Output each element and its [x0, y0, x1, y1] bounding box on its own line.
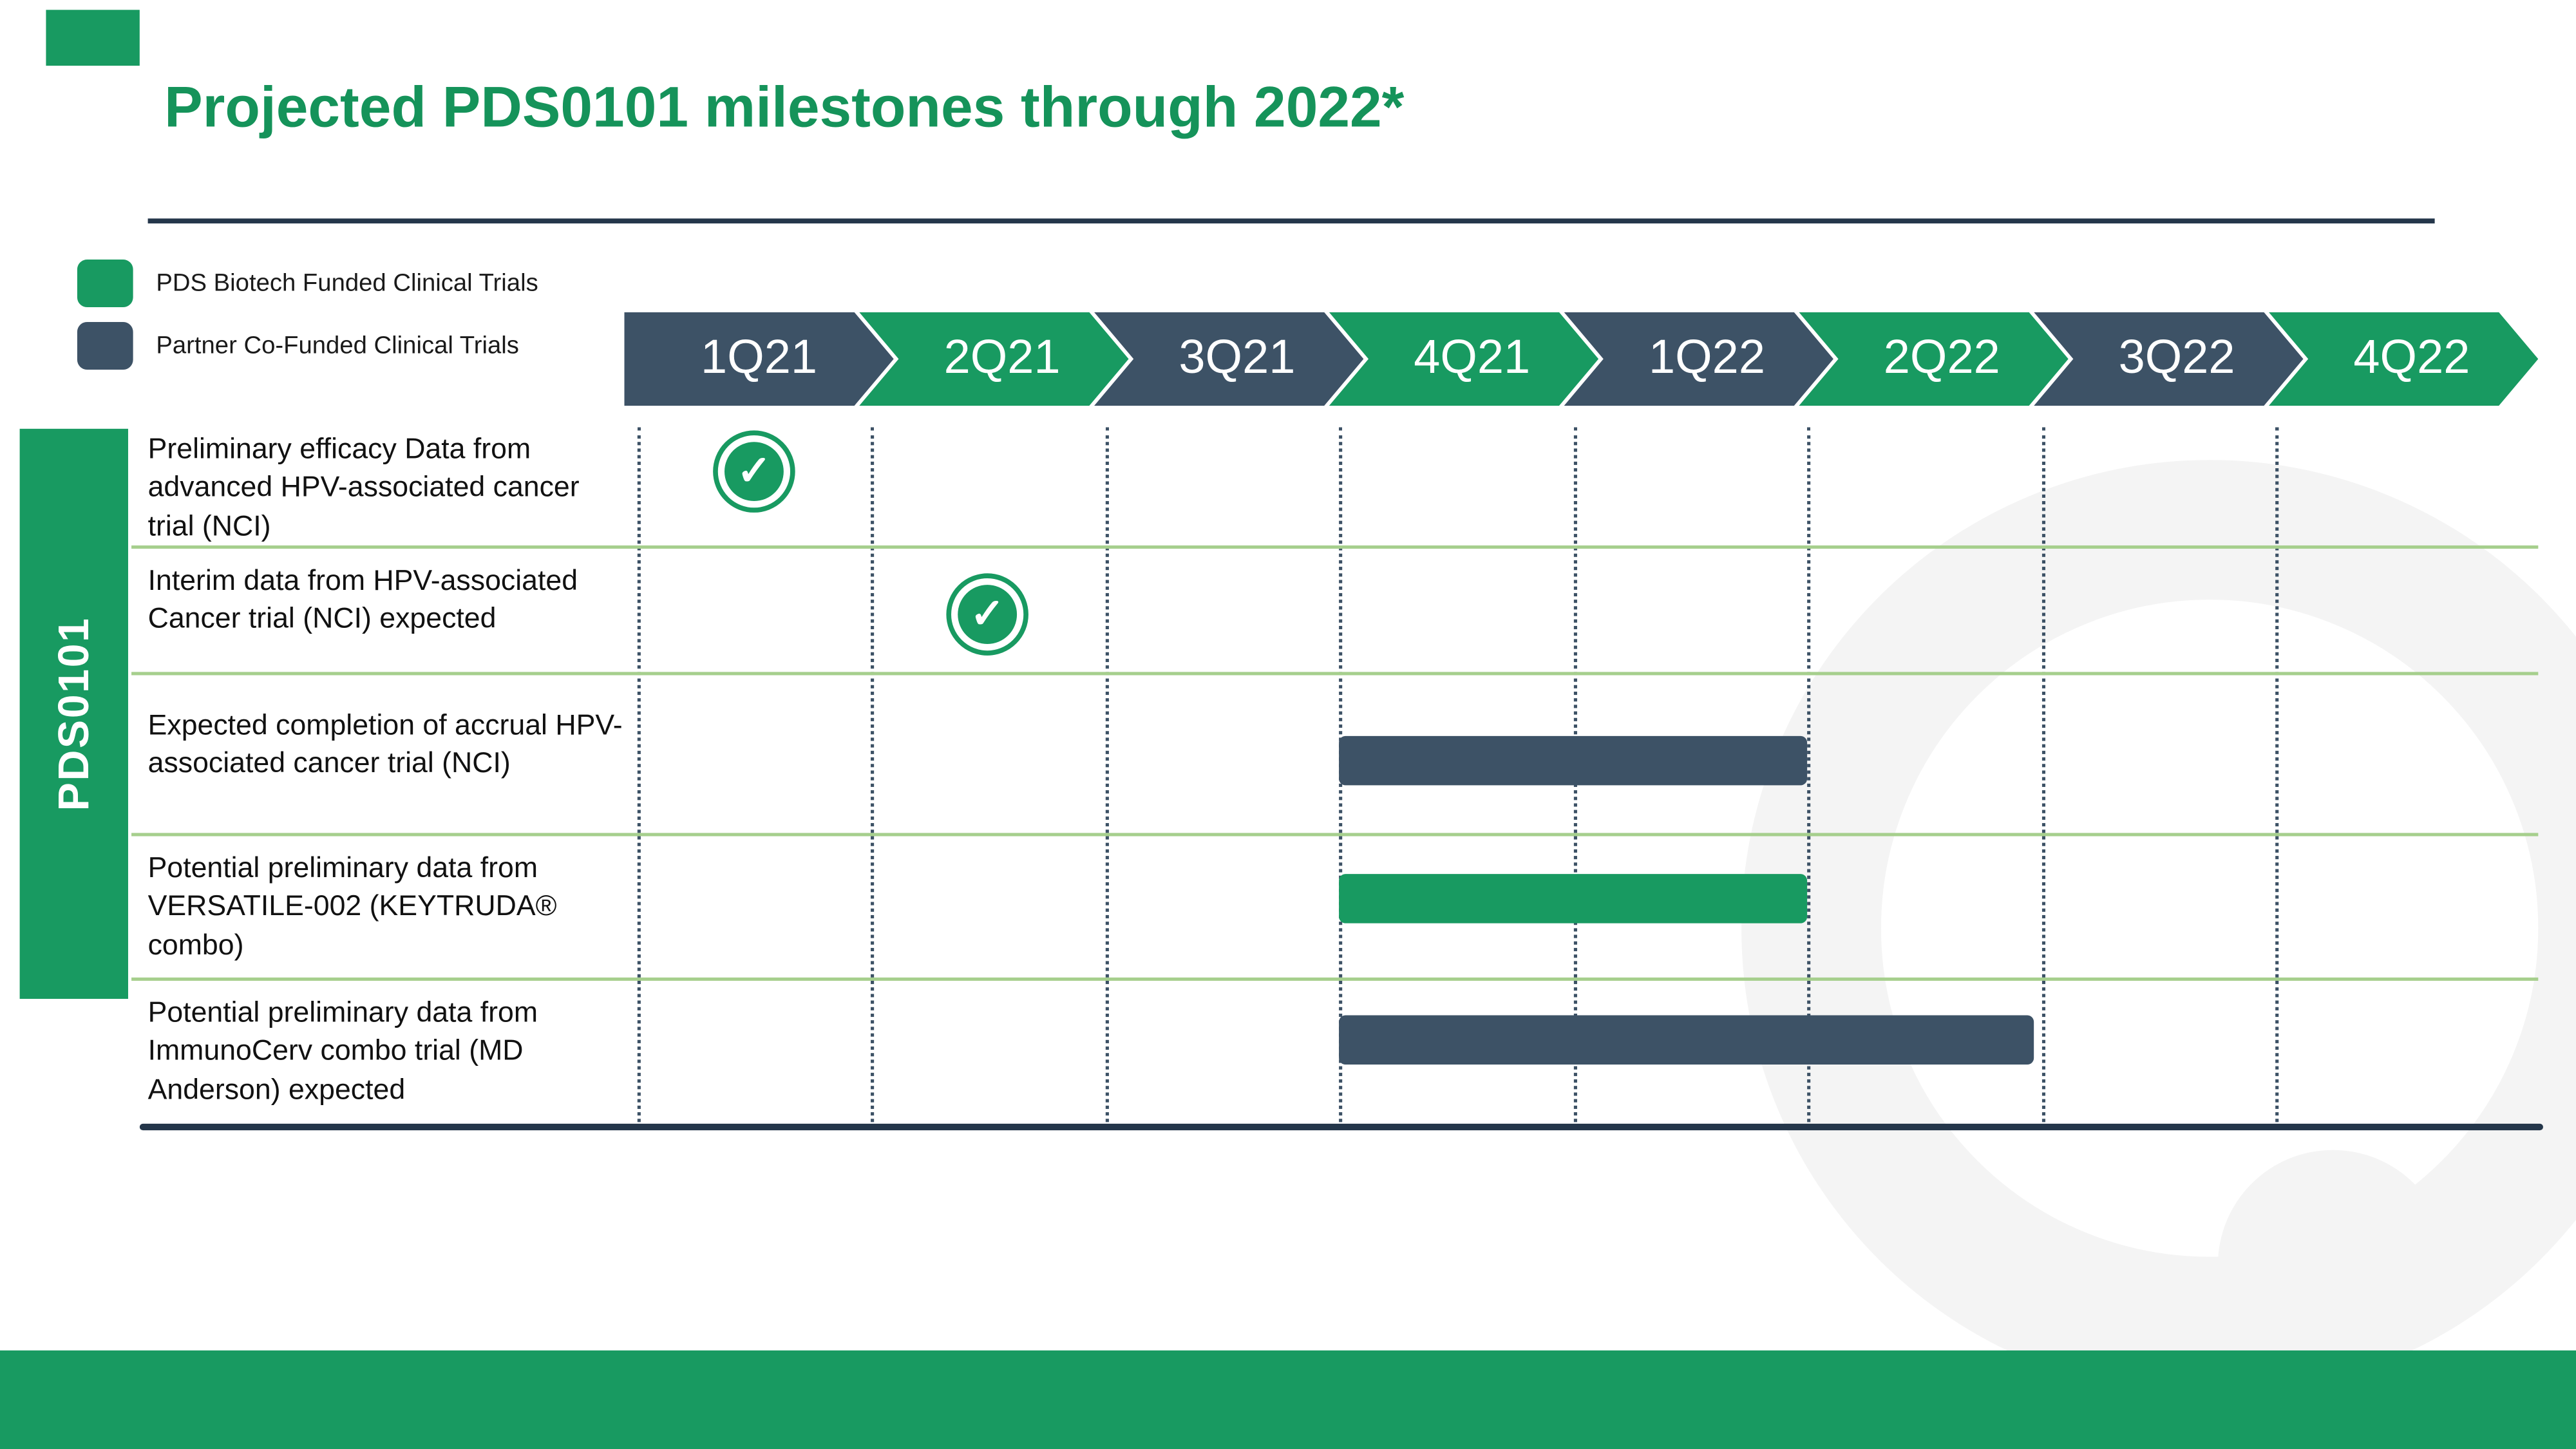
milestone-label-row-1: Preliminary efficacy Data from advanced … — [147, 431, 580, 542]
timeline-quarter-header: 1Q21 2Q21 3Q21 4Q21 1Q22 2Q22 3Q22 4Q22 — [624, 312, 2554, 406]
column-gridline — [1105, 427, 1109, 1122]
legend-label: PDS Biotech Funded Clinical Trials — [156, 269, 538, 297]
column-gridline — [637, 427, 641, 1122]
timeline-bar-accrual-completion — [1339, 735, 1808, 786]
quarter-arrow-4q22: 4Q22 — [2269, 312, 2538, 406]
quarter-arrow-1q22: 1Q22 — [1564, 312, 1833, 406]
quarter-label: 4Q21 — [1414, 332, 1531, 384]
program-sidebar-label: PDS0101 — [48, 616, 98, 811]
quarter-label: 4Q22 — [2353, 332, 2470, 384]
timeline-bar-versatile-002 — [1339, 874, 1808, 923]
quarter-arrow-3q21: 3Q21 — [1094, 312, 1363, 406]
completed-check-icon-row-2: ✓ — [946, 573, 1028, 656]
quarter-label: 3Q21 — [1179, 332, 1296, 384]
watermark-dot-large — [2217, 1150, 2448, 1380]
row-divider — [131, 545, 2539, 549]
legend-item-partner-cofunded: Partner Co-Funded Clinical Trials — [77, 320, 538, 370]
legend-item-pds-funded: PDS Biotech Funded Clinical Trials — [77, 258, 538, 308]
timeline-bottom-rule — [139, 1123, 2543, 1131]
row-divider — [131, 977, 2539, 981]
quarter-arrow-1q21: 1Q21 — [624, 312, 893, 406]
quarter-arrow-4q21: 4Q21 — [1329, 312, 1598, 406]
milestone-label-row-4: Potential preliminary data from VERSATIL… — [147, 851, 557, 961]
milestone-label-row-3: Expected completion of accrual HPV-assoc… — [147, 708, 623, 779]
legend-swatch-green — [77, 258, 133, 307]
title-divider — [147, 218, 2435, 223]
corner-accent — [46, 10, 140, 66]
completed-check-icon-row-1: ✓ — [713, 430, 795, 513]
milestone-label-row-2: Interim data from HPV-associated Cancer … — [147, 564, 578, 635]
check-glyph: ✓ — [724, 442, 784, 502]
page-title: Projected PDS0101 milestones through 202… — [164, 75, 1405, 140]
row-divider — [131, 833, 2539, 837]
quarter-label: 1Q22 — [1648, 332, 1765, 384]
check-glyph: ✓ — [958, 585, 1018, 644]
column-gridline — [1807, 427, 1811, 1122]
program-sidebar: PDS0101 — [19, 428, 128, 999]
legend-swatch-slate — [77, 321, 133, 369]
quarter-label: 2Q21 — [943, 332, 1061, 384]
quarter-arrow-2q22: 2Q22 — [1799, 312, 2068, 406]
quarter-label: 2Q22 — [1883, 332, 2000, 384]
timeline-bar-immunocerv — [1339, 1015, 2034, 1065]
milestone-label-row-5: Potential preliminary data from ImmunoCe… — [147, 995, 538, 1105]
legend: PDS Biotech Funded Clinical Trials Partn… — [77, 258, 538, 383]
quarter-label: 3Q22 — [2118, 332, 2235, 384]
watermark-ring — [1741, 460, 2576, 1397]
legend-label: Partner Co-Funded Clinical Trials — [156, 331, 519, 359]
column-gridline — [2041, 427, 2046, 1122]
quarter-label: 1Q21 — [701, 332, 818, 384]
quarter-arrow-2q21: 2Q21 — [859, 312, 1128, 406]
column-gridline — [871, 427, 875, 1122]
row-divider — [131, 672, 2539, 676]
quarter-arrow-3q22: 3Q22 — [2034, 312, 2303, 406]
column-gridline — [2275, 427, 2279, 1122]
